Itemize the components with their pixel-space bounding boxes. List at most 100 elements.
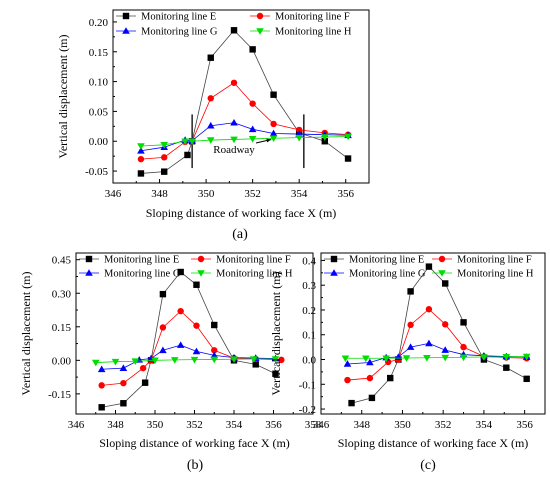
data-point [91,359,100,367]
data-point [269,129,278,137]
data-point [402,355,411,362]
legend-entry: Monitoring line E [79,255,179,266]
series-monitoring-line-h [91,356,280,367]
x-axis-title: Sloping distance of working face X (m) [99,436,290,450]
legend-marker [197,270,205,277]
data-point [230,79,238,86]
data-point [442,321,449,328]
data-point [159,324,167,331]
data-point [407,288,414,295]
legend-label: Monitoring line H [275,27,352,38]
data-point [480,354,488,361]
data-point [111,358,120,366]
legend-marker [85,269,93,276]
data-point [161,168,168,175]
annotation-arrowhead [266,138,272,143]
data-point [137,155,145,163]
legend-marker [122,27,130,34]
data-point [181,138,189,146]
data-point [159,346,167,354]
y-tick-label: 0.15 [89,47,109,59]
legend-entry: Monitoring line H [191,269,293,280]
legend-label: Monitoring line G [141,27,218,38]
y-tick-label: 0.3 [302,280,316,292]
data-point [206,121,215,129]
annotation-roadway: Roadway [213,144,255,156]
y-tick-label: 0.2 [302,305,316,317]
series-line [101,271,276,408]
data-point [119,364,128,371]
data-point [207,95,214,102]
data-point [503,364,510,371]
data-point [348,399,355,407]
legend-marker [330,269,338,276]
series-monitoring-line-h [341,353,531,363]
legend-entry: Monitoring line G [324,269,426,280]
panel-label: (b) [187,458,204,473]
data-point [190,356,199,364]
data-point [184,151,191,159]
data-point [98,382,105,389]
x-tick-label: 358 [305,419,322,431]
x-tick-label: 350 [394,419,411,431]
data-point [425,306,433,313]
x-tick-label: 346 [68,419,85,431]
data-point [522,353,531,361]
legend-marker [256,12,264,20]
legend-label: Monitoring line H [216,269,293,280]
x-tick-label: 356 [337,188,354,200]
data-point [97,365,106,373]
data-point [159,290,167,298]
chart-panel-1: 346 348 350 352 354 356 -0.05 0.00 0.05 0.10 0.15 0… [56,9,370,242]
data-point [210,351,219,359]
panel-label: (c) [420,458,436,473]
panel-label: (a) [232,227,248,242]
data-point [344,155,352,162]
data-point [120,379,127,387]
data-point [341,355,350,363]
legend-label: Monitoring line E [349,255,424,266]
x-tick-label: 348 [107,419,124,431]
y-tick-label: 0.00 [89,136,109,148]
y-tick-label: 0.05 [89,106,109,118]
x-tick-label: 346 [105,188,122,200]
data-point [406,343,415,350]
x-tick-label: 350 [198,188,215,200]
legend-label: Monitoring line F [457,255,532,266]
x-tick-label: 348 [353,419,370,431]
series-monitoring-line-g [343,339,531,367]
x-tick-label: 354 [476,419,493,431]
data-point [425,339,433,347]
data-point [366,374,374,382]
y-tick-label: 0.00 [52,355,72,367]
y-tick-label: 0.0 [302,355,316,367]
data-point [120,400,127,407]
data-point [137,170,145,177]
data-point [249,46,256,53]
legend-label: Monitoring line E [104,255,179,266]
legend-entry: Monitoring line G [79,269,181,280]
legend-marker [438,255,446,263]
data-point [249,356,258,363]
data-point [270,120,277,128]
series-monitoring-line-f [137,79,352,163]
data-point [441,346,450,353]
x-tick-label: 352 [435,419,452,431]
data-point [382,355,390,363]
legend-marker [85,255,93,263]
data-point [321,138,328,145]
legend-label: Monitoring line G [349,269,426,280]
data-point [193,322,200,329]
data-point [271,356,280,363]
x-axis-title: Sloping distance of working face X (m) [146,206,337,220]
y-tick-label: 0.1 [302,330,316,342]
data-point [193,281,200,288]
legend-marker [330,255,338,263]
legend-entry: Monitoring line F [191,255,291,266]
legend-marker [438,270,446,277]
y-tick-label: 0.20 [89,17,109,29]
series-line [345,356,527,359]
data-point [211,321,218,329]
